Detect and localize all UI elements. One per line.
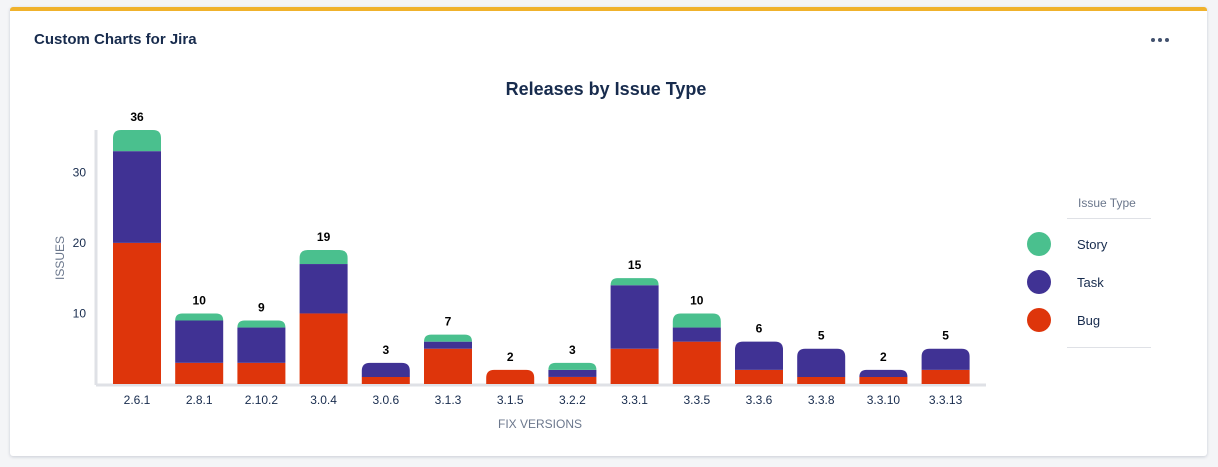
legend-label-task: Task (1077, 274, 1104, 290)
y-tick-label: 10 (73, 306, 87, 320)
legend-title: Issue Type (1067, 193, 1151, 219)
x-axis-label: FIX VERSIONS (498, 417, 582, 431)
bar-segment-task (921, 348, 970, 370)
bar-segment-task (735, 341, 783, 370)
bar-segment-bug (921, 369, 970, 384)
bar-segment-bug (237, 362, 286, 384)
x-tick-label: 3.3.6 (746, 393, 773, 407)
bar-total-label: 2 (880, 350, 887, 364)
bar-segment-task (361, 362, 410, 377)
bar-segment-story (299, 249, 348, 265)
x-tick-label: 3.3.1 (621, 393, 648, 407)
legend-swatch-bug (1027, 308, 1051, 332)
bar-segment-story (610, 278, 659, 286)
bar-total-label: 7 (445, 315, 452, 329)
legend-item-bug[interactable]: Bug (1027, 301, 1151, 339)
bar-segment-bug (610, 348, 659, 384)
bar-segment-bug (548, 376, 597, 384)
bar-segment-story (548, 362, 597, 370)
bar-segment-bug (797, 376, 846, 384)
bar-total-label: 5 (818, 329, 825, 343)
bar-total-label: 15 (628, 258, 642, 272)
y-tick-label: 20 (73, 236, 87, 250)
chart-title: Releases by Issue Type (506, 79, 707, 99)
bar-segment-story (237, 320, 286, 328)
y-tick-label: 30 (73, 165, 87, 179)
bar-segment-task (548, 369, 597, 377)
legend-swatch-task (1027, 270, 1051, 294)
bar-total-label: 36 (130, 110, 144, 124)
x-tick-label: 3.1.5 (497, 393, 524, 407)
more-options-icon[interactable] (1147, 30, 1173, 50)
bar-segment-bug (424, 348, 472, 384)
bar-total-label: 3 (569, 343, 576, 357)
legend-label-story: Story (1077, 236, 1108, 252)
bar-segment-story (424, 334, 472, 342)
bar-total-label: 3 (382, 343, 389, 357)
legend-label-bug: Bug (1077, 312, 1101, 328)
bar-segment-task (424, 341, 472, 349)
bar-total-label: 2 (507, 350, 514, 364)
bar-segment-bug (672, 341, 721, 384)
y-axis-label: ISSUES (53, 236, 67, 280)
bar-segment-task (610, 285, 659, 349)
gadget-title: Custom Charts for Jira (34, 31, 197, 48)
bar-total-label: 5 (942, 329, 949, 343)
bar-segment-task (237, 327, 286, 363)
bar-total-label: 10 (690, 293, 704, 307)
x-tick-label: 2.10.2 (245, 393, 279, 407)
bar-segment-bug (299, 313, 348, 384)
bar-segment-bug (486, 369, 535, 384)
x-tick-label: 2.6.1 (124, 393, 151, 407)
x-tick-label: 3.3.5 (683, 393, 710, 407)
bar-segment-bug (735, 369, 783, 384)
bar-segment-task (113, 151, 161, 243)
bar-total-label: 9 (258, 301, 265, 315)
x-tick-label: 3.0.4 (310, 393, 337, 407)
bar-segment-story (113, 130, 161, 152)
bar-total-label: 10 (193, 293, 207, 307)
bar-segment-bug (175, 362, 224, 384)
bar-segment-task (299, 264, 348, 314)
bar-segment-story (672, 313, 721, 328)
x-tick-label: 3.0.6 (372, 393, 399, 407)
bar-segment-task (797, 348, 846, 377)
legend-item-task[interactable]: Task (1027, 263, 1151, 301)
bar-segment-bug (859, 376, 908, 384)
x-tick-label: 2.8.1 (186, 393, 213, 407)
bar-segment-bug (113, 242, 161, 384)
x-tick-label: 3.1.3 (435, 393, 462, 407)
bar-segment-bug (361, 376, 410, 384)
bar-segment-task (175, 320, 224, 363)
legend-swatch-story (1027, 232, 1051, 256)
x-tick-label: 3.2.2 (559, 393, 586, 407)
bar-segment-task (672, 327, 721, 342)
legend-item-story[interactable]: Story (1027, 225, 1151, 263)
bar-total-label: 19 (317, 230, 331, 244)
x-tick-label: 3.3.10 (867, 393, 901, 407)
bar-total-label: 6 (756, 322, 763, 336)
bar-segment-task (859, 369, 908, 377)
x-tick-label: 3.3.13 (929, 393, 963, 407)
x-tick-label: 3.3.8 (808, 393, 835, 407)
bar-segment-story (175, 313, 224, 321)
legend: Issue Type Story Task Bug (1027, 193, 1151, 348)
